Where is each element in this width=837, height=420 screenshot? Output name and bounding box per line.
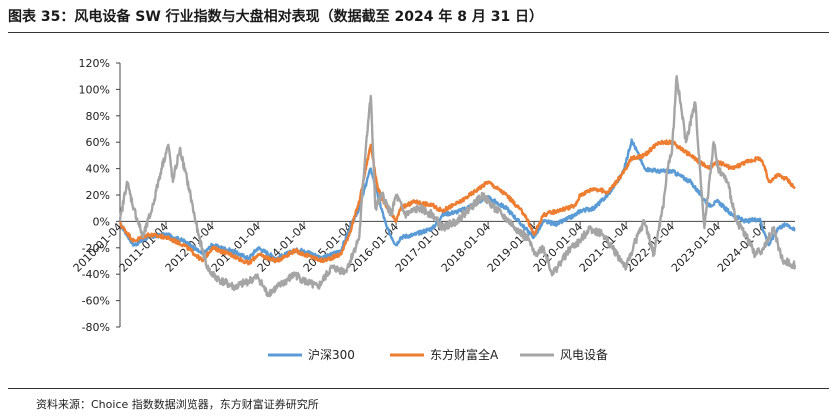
legend-label-2: 东方财富全A <box>430 347 499 362</box>
legend-label-1: 沪深300 <box>308 348 355 362</box>
chart-axes: 120%100%80%60%40%20%0%-20%-40%-60%-80%20… <box>71 57 795 334</box>
bottom-rule <box>8 388 829 389</box>
y-tick-label: 100% <box>79 83 110 96</box>
legend-label-3: 风电设备 <box>560 348 608 362</box>
y-tick-label: 120% <box>79 57 110 70</box>
y-tick-label: -20% <box>82 242 110 255</box>
y-tick-label: -80% <box>82 321 110 334</box>
chart-series <box>118 75 797 298</box>
chart-legend: 沪深300 东方财富全A 风电设备 <box>268 347 608 362</box>
line-chart: 120%100%80%60%40%20%0%-20%-40%-60%-80%20… <box>71 57 797 362</box>
y-tick-label: 80% <box>86 110 110 123</box>
top-rule <box>8 32 829 33</box>
y-tick-label: -60% <box>82 295 110 308</box>
y-tick-label: -40% <box>82 268 110 281</box>
series-line-2 <box>118 139 796 266</box>
series-line-3 <box>118 75 797 298</box>
chart-title: 图表 35：风电设备 SW 行业指数与大盘相对表现（数据截至 2024 年 8 … <box>8 9 544 25</box>
source-note: 资料来源：Choice 指数数据浏览器，东方财富证券研究所 <box>36 398 319 411</box>
y-tick-label: 60% <box>86 136 110 149</box>
y-tick-label: 40% <box>86 163 110 176</box>
y-tick-label: 20% <box>86 189 110 202</box>
series-line-1 <box>119 138 796 261</box>
y-tick-label: 0% <box>93 215 110 228</box>
